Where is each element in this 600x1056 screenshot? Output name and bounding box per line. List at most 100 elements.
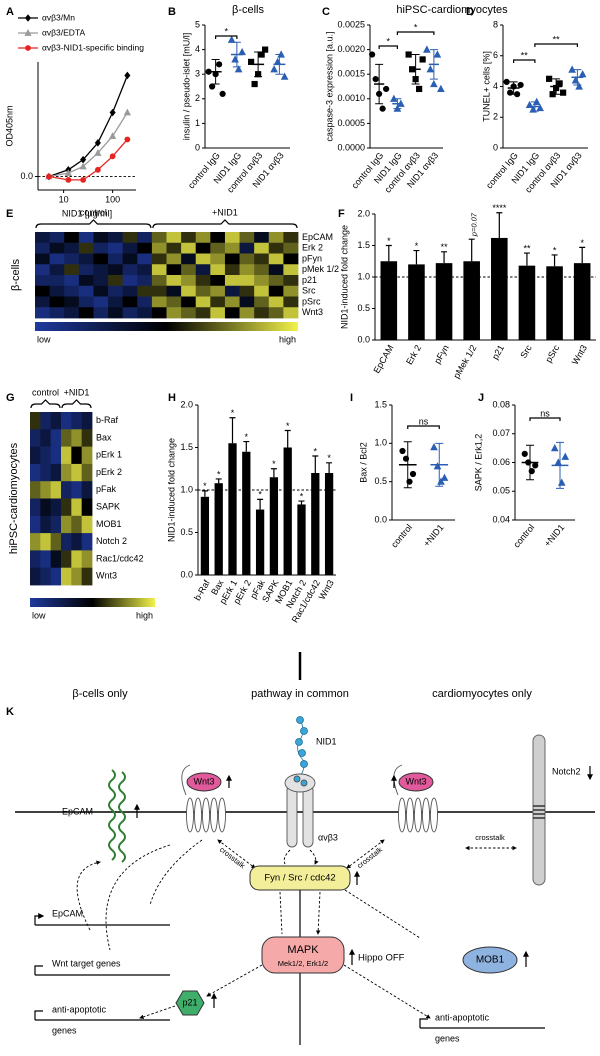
integrin <box>284 773 316 848</box>
y-tick-label: 8 <box>493 19 498 29</box>
row-label: Erk 2 <box>302 243 323 253</box>
heatmap-cell <box>61 533 72 551</box>
heatmap-cell <box>210 296 226 308</box>
heatmap-cell <box>122 253 138 265</box>
point <box>262 46 269 53</box>
heatmap-cell <box>210 285 226 297</box>
heatmap-cell <box>181 264 197 276</box>
row-label: Wnt3 <box>302 307 323 317</box>
group-label: +NID1 <box>64 387 90 397</box>
mob1-label: MOB1 <box>476 955 505 966</box>
side-label: β-cells <box>10 259 22 291</box>
error-bar <box>413 249 420 265</box>
point <box>79 162 87 170</box>
y-tick-label: 1 <box>195 118 200 128</box>
heatmap-cell <box>137 264 153 276</box>
chart-title: hiPSC-cardiomyocytes <box>396 4 508 16</box>
y-tick-label: 2.0 <box>357 208 370 218</box>
error-bar <box>441 251 448 264</box>
point <box>270 65 278 73</box>
point <box>94 166 101 173</box>
heatmap-cell <box>268 296 284 308</box>
heatmap-cell <box>64 264 80 276</box>
heatmap-cell <box>49 232 65 244</box>
heatmap-cell <box>61 429 72 447</box>
heatmap-cell <box>122 242 138 254</box>
heatmap-cell <box>49 285 65 297</box>
heatmap-cell <box>224 285 240 297</box>
point <box>124 136 131 143</box>
bar-annotation: * <box>217 469 221 479</box>
heatmap-cell <box>268 285 284 297</box>
sd-bar <box>429 49 438 80</box>
heatmap-cell <box>93 275 109 287</box>
point <box>248 58 255 65</box>
row-label: pErk 2 <box>96 467 122 477</box>
heatmap-cell <box>137 242 153 254</box>
error-bar <box>579 246 586 264</box>
heatmap-cell <box>166 264 182 276</box>
significance-label: ns <box>540 408 550 418</box>
sd-bar <box>530 101 539 112</box>
row-label: pFyn <box>302 253 322 263</box>
heatmap-cell <box>49 264 65 276</box>
point <box>109 108 116 117</box>
chart-title: β-cells <box>232 4 264 16</box>
heatmap-cell <box>78 232 94 244</box>
significance-label: * <box>386 36 390 46</box>
heatmap-cell <box>283 232 299 244</box>
row-label: Wnt3 <box>96 571 117 581</box>
point <box>430 79 438 88</box>
heatmap-cell <box>210 232 226 244</box>
heatmap-cell <box>49 242 65 254</box>
heatmap-cell <box>81 412 93 430</box>
heatmap-cell <box>181 275 197 287</box>
heatmap-cell <box>151 296 167 308</box>
y-tick-label: 0.07 <box>492 428 510 438</box>
sd-bar <box>211 58 220 85</box>
point <box>251 80 258 88</box>
panel-label: D <box>466 6 474 18</box>
y-tick-label: 0.0015 <box>337 69 365 79</box>
p21-label: p21 <box>182 997 197 1007</box>
heatmap-cell <box>108 275 124 287</box>
x-tick-label: p21 <box>490 343 506 361</box>
heatmap-cell <box>181 307 197 319</box>
heatmap-cell <box>35 253 51 265</box>
significance-bracket <box>513 59 536 63</box>
x-tick-label: +NID1 <box>421 522 445 548</box>
bar <box>228 443 237 575</box>
point <box>561 452 570 460</box>
heatmap-cell <box>239 242 255 254</box>
notch2-label: Notch2 <box>552 766 581 776</box>
panel-label: E <box>6 208 13 220</box>
heatmap-cell <box>81 429 93 447</box>
significance-bracket <box>378 45 398 49</box>
y-tick-label: 3 <box>195 69 200 79</box>
significance-bracket <box>396 31 435 35</box>
heatmap-cell <box>283 307 299 319</box>
group-label: control <box>80 207 107 217</box>
heatmap-cell <box>30 481 41 499</box>
bar <box>311 473 320 575</box>
point <box>440 473 449 481</box>
signal-arrow <box>283 849 316 864</box>
nid1-label: NID1 <box>316 736 337 746</box>
heatmap-cell <box>268 264 284 276</box>
heatmap-cell <box>49 307 65 319</box>
y-tick-label: 0.0 <box>20 171 33 181</box>
error-bar <box>523 252 530 266</box>
point <box>423 45 431 53</box>
heatmap-cell <box>181 232 197 244</box>
heatmap-cell <box>108 264 124 276</box>
heatmap-cell <box>50 481 62 499</box>
heatmap-cell <box>30 533 41 551</box>
row-label: Notch 2 <box>96 536 127 546</box>
significance-label: ** <box>553 34 561 44</box>
heatmap-cell <box>64 232 80 244</box>
hippo-link <box>344 889 421 939</box>
point <box>94 139 101 147</box>
crosstalk-label: crosstalk <box>218 845 247 870</box>
y-tick-label: 1.5 <box>357 240 370 250</box>
heatmap-cell <box>254 307 270 319</box>
